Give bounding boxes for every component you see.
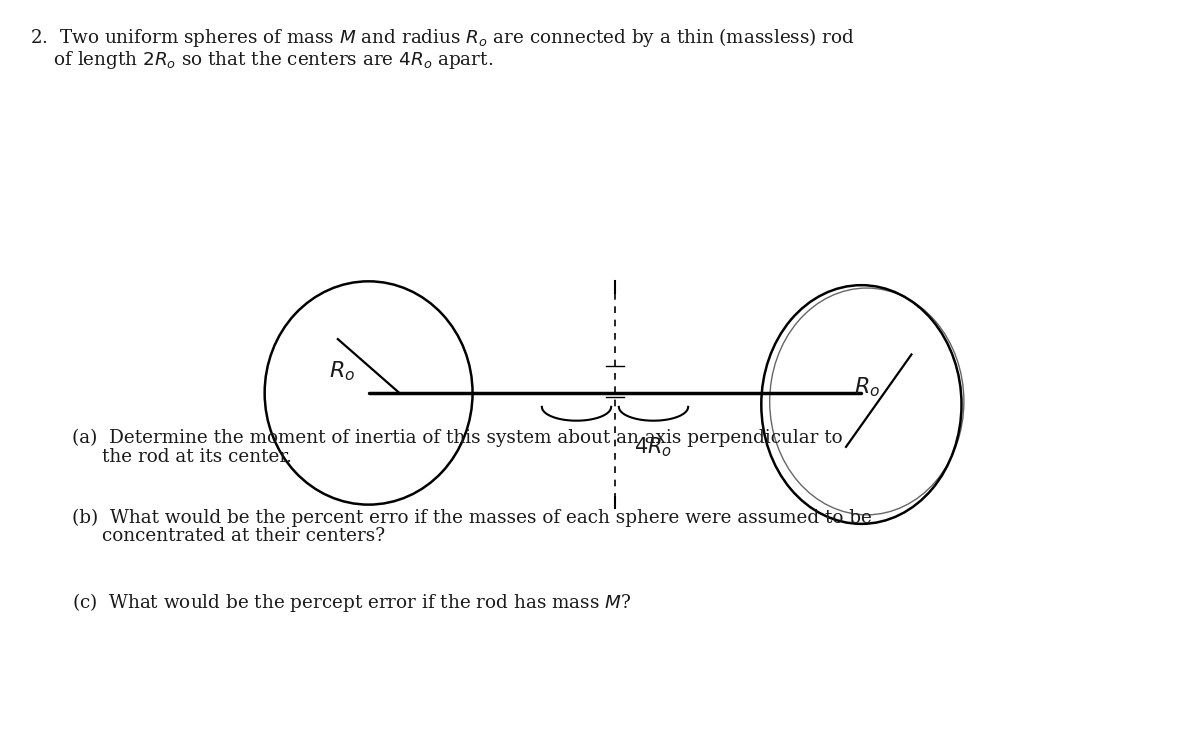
Text: $4R_o$: $4R_o$ [635,435,672,459]
Text: $R_o$: $R_o$ [329,360,355,383]
Text: of length $2R_o$ so that the centers are $4R_o$ apart.: of length $2R_o$ so that the centers are… [30,49,493,71]
Text: $R_o$: $R_o$ [854,376,881,399]
Text: (b)  What would be the percent erro if the masses of each sphere were assumed to: (b) What would be the percent erro if th… [72,508,872,526]
Text: 2.  Two uniform spheres of mass $M$ and radius $R_o$ are connected by a thin (ma: 2. Two uniform spheres of mass $M$ and r… [30,26,854,50]
Text: (c)  What would be the percept error if the rod has mass $M$?: (c) What would be the percept error if t… [72,591,631,614]
Text: the rod at its center.: the rod at its center. [102,448,292,466]
Text: (a)  Determine the moment of inertia of this system about an axis perpendicular : (a) Determine the moment of inertia of t… [72,429,842,447]
Text: concentrated at their centers?: concentrated at their centers? [102,527,385,545]
